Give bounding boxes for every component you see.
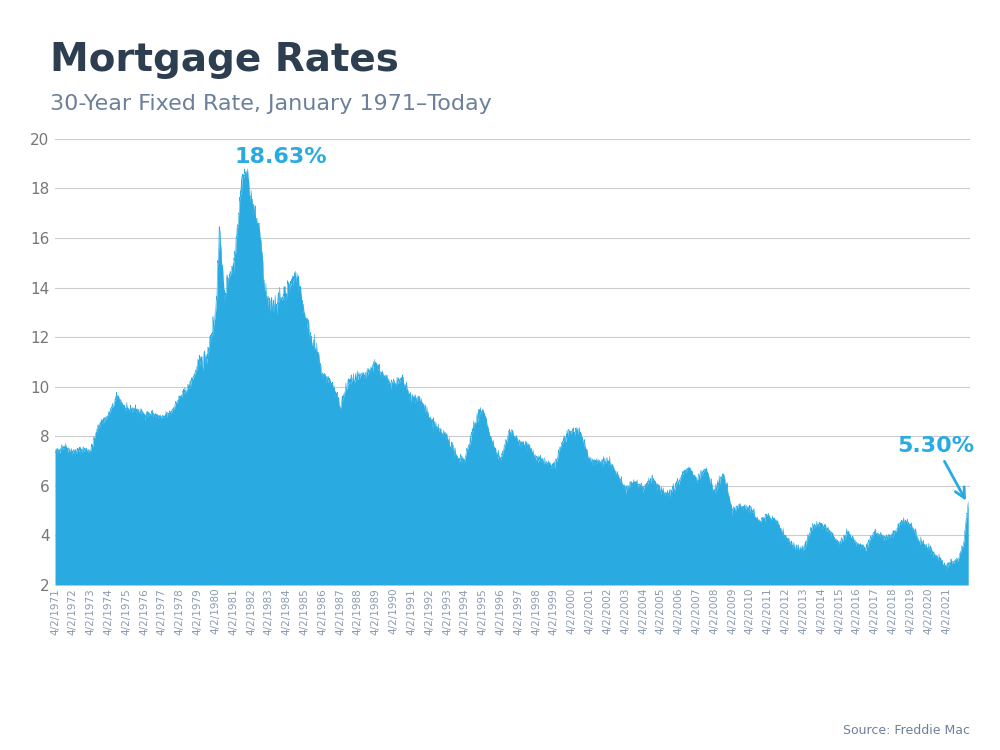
Text: Source: Freddie Mac: Source: Freddie Mac [843, 724, 970, 736]
Text: Mortgage Rates: Mortgage Rates [50, 41, 399, 80]
Text: 5.30%: 5.30% [898, 436, 975, 498]
Text: 30-Year Fixed Rate, January 1971–Today: 30-Year Fixed Rate, January 1971–Today [50, 94, 492, 114]
Text: 18.63%: 18.63% [234, 146, 327, 166]
